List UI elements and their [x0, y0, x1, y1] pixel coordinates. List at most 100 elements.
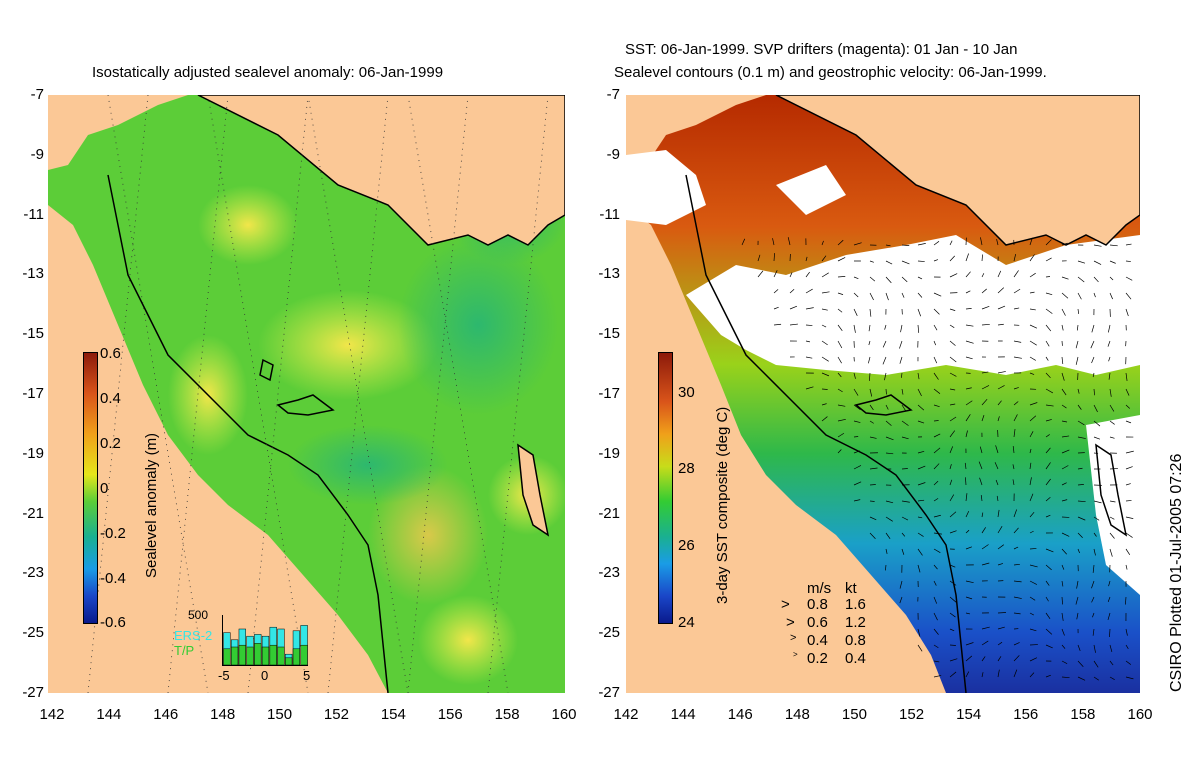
velocity-arrow [1013, 563, 1020, 566]
velocity-arrow [965, 642, 974, 646]
velocity-arrow [1109, 660, 1114, 666]
velocity-arrow [1125, 564, 1128, 570]
velocity-arrow [1093, 260, 1102, 265]
velocity-arrow [1077, 500, 1086, 503]
velocity-arrow [1029, 324, 1038, 329]
velocity-legend-kt: 0.4 [845, 650, 866, 667]
velocity-arrow [1109, 532, 1115, 539]
velocity-arrow [965, 546, 973, 550]
velocity-arrow [917, 260, 925, 262]
velocity-arrow [1061, 404, 1067, 409]
velocity-arrow [901, 436, 909, 440]
velocity-arrow [917, 276, 923, 280]
velocity-arrow [997, 626, 1005, 630]
velocity-arrow [882, 356, 887, 365]
velocity-arrow [757, 254, 761, 262]
velocity-arrow [1093, 500, 1102, 504]
velocity-arrow [1091, 580, 1095, 589]
velocity-arrow [917, 388, 922, 397]
velocity-arrow [917, 372, 920, 380]
velocity-arrow [1077, 276, 1085, 283]
velocity-arrow [933, 340, 937, 346]
velocity-arrow [1013, 414, 1018, 422]
sealevel-colorbar-tick: -0.4 [100, 570, 126, 587]
velocity-arrow [965, 430, 968, 438]
inset-tp-bar [223, 648, 231, 666]
velocity-arrow [933, 660, 940, 663]
velocity-arrow [853, 481, 862, 486]
velocity-arrow [965, 477, 967, 486]
velocity-arrow [1109, 420, 1115, 425]
velocity-arrow [901, 372, 903, 378]
velocity-arrow [981, 273, 985, 278]
velocity-arrow [949, 628, 955, 632]
velocity-arrow [981, 544, 989, 550]
velocity-legend-arrow-icon: > [781, 596, 790, 613]
velocity-arrow [981, 415, 985, 422]
right-x-tick: 148 [784, 706, 810, 723]
velocity-arrow [821, 240, 824, 246]
velocity-arrow [1029, 596, 1036, 601]
velocity-arrow [933, 324, 938, 331]
inset-xtick: 5 [303, 668, 311, 683]
velocity-arrow [1012, 446, 1015, 454]
velocity-arrow [1125, 450, 1134, 454]
velocity-arrow [1013, 429, 1016, 438]
velocity-arrow [981, 254, 983, 262]
velocity-arrow [949, 255, 956, 262]
velocity-arrow [1029, 462, 1032, 470]
velocity-legend-ms: 0.2 [807, 650, 828, 667]
velocity-arrow [949, 340, 956, 346]
velocity-arrow [917, 548, 923, 556]
velocity-arrow [997, 641, 1003, 646]
velocity-arrow [1125, 466, 1133, 470]
velocity-arrow [981, 527, 986, 534]
velocity-arrow [868, 356, 871, 364]
velocity-arrow [869, 260, 874, 263]
velocity-legend-arrow-icon: > [790, 632, 797, 644]
velocity-arrow [805, 307, 814, 310]
velocity-arrow [981, 398, 988, 406]
velocity-arrow [1077, 516, 1086, 521]
right-x-tick: 160 [1127, 706, 1153, 723]
velocity-arrow [1077, 532, 1083, 538]
velocity-arrow [869, 516, 877, 521]
velocity-arrow [1061, 482, 1067, 486]
velocity-arrow [869, 532, 876, 540]
velocity-arrow [837, 340, 843, 349]
velocity-legend-ms: 0.8 [807, 596, 828, 613]
velocity-legend-arrow-icon: > [786, 614, 795, 631]
velocity-arrow [965, 400, 973, 406]
velocity-arrow [901, 532, 906, 537]
velocity-arrow [1061, 612, 1064, 621]
velocity-arrow [933, 644, 939, 649]
left-panel-title: Isostatically adjusted sealevel anomaly:… [92, 64, 444, 81]
velocity-arrow [1029, 564, 1038, 568]
velocity-arrow [1093, 660, 1099, 668]
velocity-arrow [805, 256, 808, 262]
sst-raster [626, 95, 1140, 693]
velocity-arrow [996, 495, 999, 502]
velocity-arrow [933, 532, 942, 535]
velocity-arrow [882, 340, 887, 348]
velocity-arrow [933, 628, 939, 635]
velocity-arrow [1077, 467, 1083, 470]
velocity-legend-ms: 0.4 [807, 632, 828, 649]
velocity-arrow [885, 260, 893, 265]
velocity-arrow [1045, 388, 1054, 394]
velocity-arrow [981, 305, 990, 310]
velocity-arrow [1093, 388, 1095, 396]
left-x-tick: 146 [153, 706, 179, 723]
velocity-arrow [949, 612, 956, 618]
velocity-arrow [885, 244, 891, 247]
velocity-arrow [787, 237, 791, 246]
velocity-arrow [1045, 596, 1049, 602]
credit-label: CSIRO Plotted 01-Jul-2005 07:26 [1168, 453, 1185, 692]
velocity-arrow [1045, 372, 1051, 379]
velocity-arrow [997, 525, 1003, 534]
velocity-arrow [1013, 642, 1020, 646]
velocity-arrow [1013, 401, 1019, 406]
velocity-arrow [981, 640, 989, 646]
right-x-tick: 156 [1013, 706, 1039, 723]
right-y-tick: -21 [598, 504, 620, 522]
